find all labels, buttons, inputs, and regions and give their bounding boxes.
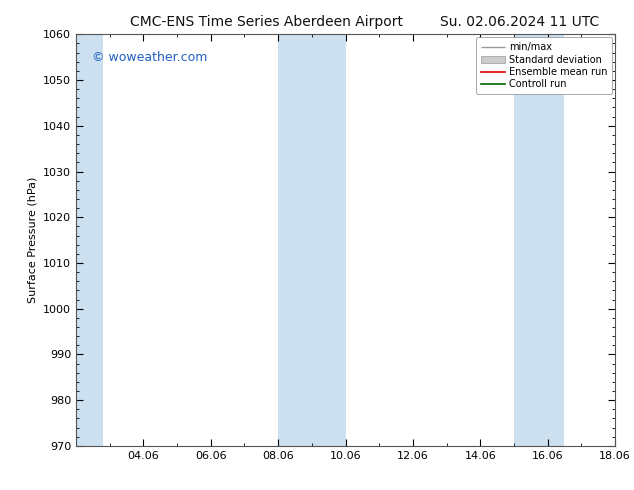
Bar: [76, 34, 103, 446]
Text: Su. 02.06.2024 11 UTC: Su. 02.06.2024 11 UTC: [440, 15, 600, 29]
Bar: [514, 34, 564, 446]
Bar: [278, 34, 346, 446]
Text: CMC-ENS Time Series Aberdeen Airport: CMC-ENS Time Series Aberdeen Airport: [130, 15, 403, 29]
Y-axis label: Surface Pressure (hPa): Surface Pressure (hPa): [27, 177, 37, 303]
Legend: min/max, Standard deviation, Ensemble mean run, Controll run: min/max, Standard deviation, Ensemble me…: [476, 37, 612, 94]
Text: © woweather.com: © woweather.com: [93, 51, 207, 64]
